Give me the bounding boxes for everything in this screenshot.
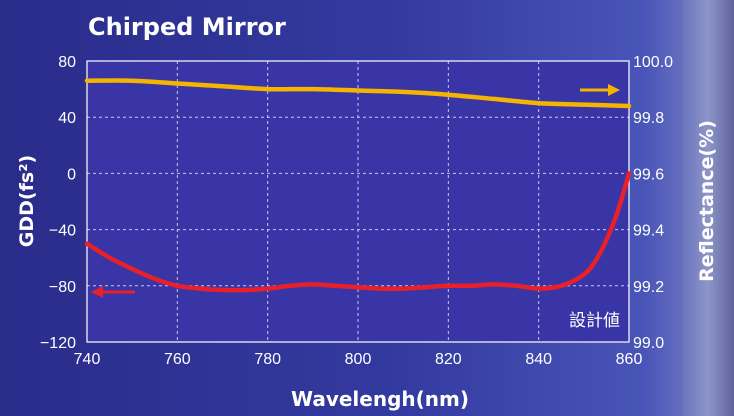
x-tick-label: 800 [345, 351, 372, 368]
y-right-tick-label: 100.0 [633, 54, 673, 71]
background-edge [682, 0, 734, 416]
x-tick-label: 840 [525, 351, 552, 368]
y-left-tick-label: −120 [40, 335, 76, 352]
y-left-tick-label: −80 [49, 279, 76, 296]
y-left-tick-label: 80 [58, 54, 76, 71]
y-left-tick-labels: 80 40 0 −40 −80 −120 [40, 54, 76, 352]
y-left-axis-label: GDD(fs²) [16, 155, 38, 247]
x-axis-label: Wavelengh(nm) [291, 387, 469, 411]
y-right-tick-label: 99.6 [633, 166, 664, 183]
right-axis-arrow-head [608, 84, 620, 96]
y-left-tick-label: −40 [49, 223, 76, 240]
series-layer [84, 78, 632, 293]
y-right-tick-label: 99.8 [633, 110, 664, 127]
y-right-tick-label: 99.4 [633, 223, 664, 240]
y-right-tick-label: 99.0 [633, 335, 664, 352]
gdd-series-line [84, 171, 632, 293]
x-tick-label: 860 [616, 351, 643, 368]
y-left-tick-label: 0 [67, 166, 76, 183]
right-axis-arrow [580, 84, 620, 96]
x-tick-labels: 740 760 780 800 820 840 860 [74, 351, 643, 368]
plot-frame [86, 60, 630, 343]
design-value-annotation: 設計値 [569, 311, 620, 331]
y-right-tick-label: 99.2 [633, 279, 664, 296]
left-axis-arrow [91, 286, 135, 298]
left-axis-arrow-head [91, 286, 103, 298]
y-left-tick-label: 40 [58, 110, 76, 127]
y-right-axis-label: Reflectance(%) [696, 120, 718, 282]
x-tick-label: 760 [164, 351, 191, 368]
reflectance-series-line [84, 78, 632, 109]
x-tick-label: 820 [435, 351, 462, 368]
y-right-tick-labels: 100.0 99.8 99.6 99.4 99.2 99.0 [633, 54, 673, 352]
grid [87, 61, 629, 342]
chart-title: Chirped Mirror [88, 13, 286, 41]
x-tick-label: 740 [74, 351, 101, 368]
x-tick-label: 780 [254, 351, 281, 368]
